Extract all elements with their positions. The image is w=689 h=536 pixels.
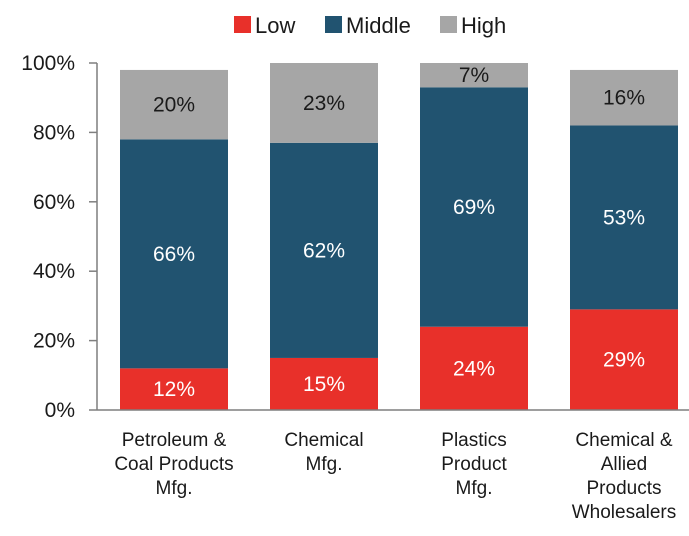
legend-item-high: High — [440, 13, 506, 38]
category-label: Petroleum & Coal Products Mfg. — [114, 430, 233, 499]
data-label: 23% — [303, 92, 345, 115]
data-label: 53% — [603, 206, 645, 229]
category-label: Plastics Product Mfg. — [441, 430, 507, 499]
bars: 12% 66% 20% 15% 62% 23% 24% 69% 7% 29% 53% 16% — [120, 63, 678, 410]
data-label: 15% — [303, 373, 345, 396]
y-tick-label: 40% — [33, 260, 75, 283]
x-axis: Petroleum & Coal Products Mfg. Chemical Mfg.… — [97, 410, 689, 523]
legend: Low Middle High — [234, 13, 506, 38]
data-label: 12% — [153, 378, 195, 401]
category-label: Chemical & Allied Products Wholesalers — [572, 430, 677, 523]
y-axis: 0% 20% 40% 60% 80% 100% — [21, 52, 97, 422]
bar-stack: 15% 62% 23% — [270, 63, 378, 410]
y-tick-label: 100% — [21, 52, 75, 75]
data-label: 7% — [459, 64, 489, 87]
legend-label: Middle — [346, 13, 411, 38]
legend-label: Low — [255, 13, 295, 38]
category-label: Chemical Mfg. — [284, 430, 363, 475]
legend-swatch — [325, 16, 342, 33]
legend-item-middle: Middle — [325, 13, 411, 38]
y-tick-label: 20% — [33, 330, 75, 353]
data-label: 66% — [153, 243, 195, 266]
y-tick-label: 0% — [45, 399, 75, 422]
legend-label: High — [461, 13, 506, 38]
legend-item-low: Low — [234, 13, 295, 38]
legend-swatch — [234, 16, 251, 33]
y-tick-label: 80% — [33, 121, 75, 144]
data-label: 62% — [303, 239, 345, 262]
bar-stack: 24% 69% 7% — [420, 63, 528, 410]
data-label: 29% — [603, 349, 645, 372]
data-label: 20% — [153, 94, 195, 117]
y-tick-label: 60% — [33, 191, 75, 214]
data-label: 16% — [603, 87, 645, 110]
bar-stack: 29% 53% 16% — [570, 70, 678, 410]
bar-stack: 12% 66% 20% — [120, 70, 228, 410]
data-label: 69% — [453, 196, 495, 219]
legend-swatch — [440, 16, 457, 33]
data-label: 24% — [453, 357, 495, 380]
